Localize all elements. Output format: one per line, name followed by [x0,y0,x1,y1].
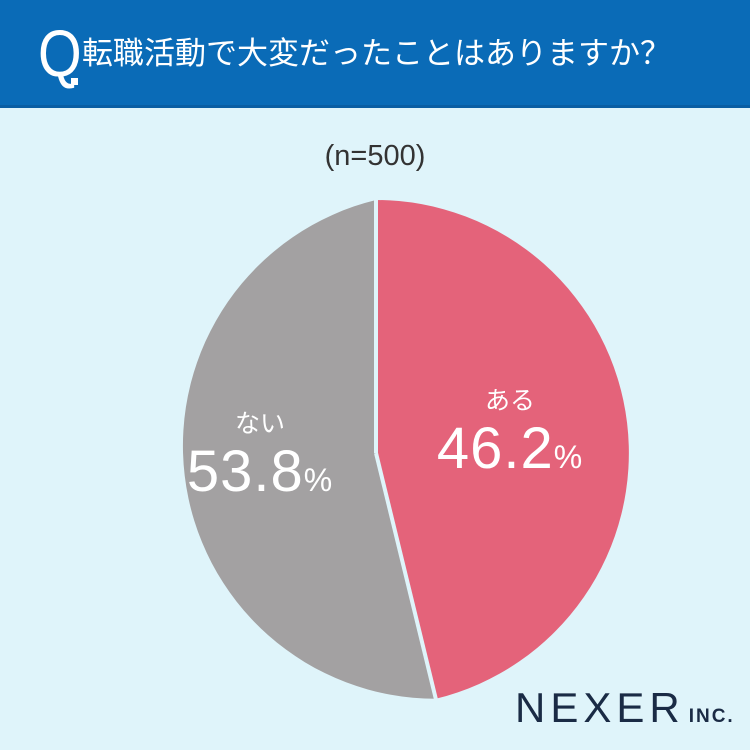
label-nai-category: ない [234,409,285,438]
slice-aru [376,200,629,699]
label-aru-percent: 46.2% [436,416,584,481]
q-dot [71,78,78,85]
q-mark: Q [38,16,82,90]
label-nai: ない 53.8% [150,409,370,513]
slice-divider-bottom [374,452,439,702]
label-aru: ある 46.2% [400,386,620,490]
label-nai-percent: 53.8% [186,439,334,504]
question-title: 転職活動で大変だったことはありますか？ [82,36,671,72]
slice-nai [182,200,436,699]
sample-size: (n=500) [324,140,426,172]
label-aru-category: ある [484,386,535,415]
nexer-logo: NEXER INC. [515,684,735,731]
question-header: Q 転職活動で大変だったことはありますか？ [0,0,750,108]
